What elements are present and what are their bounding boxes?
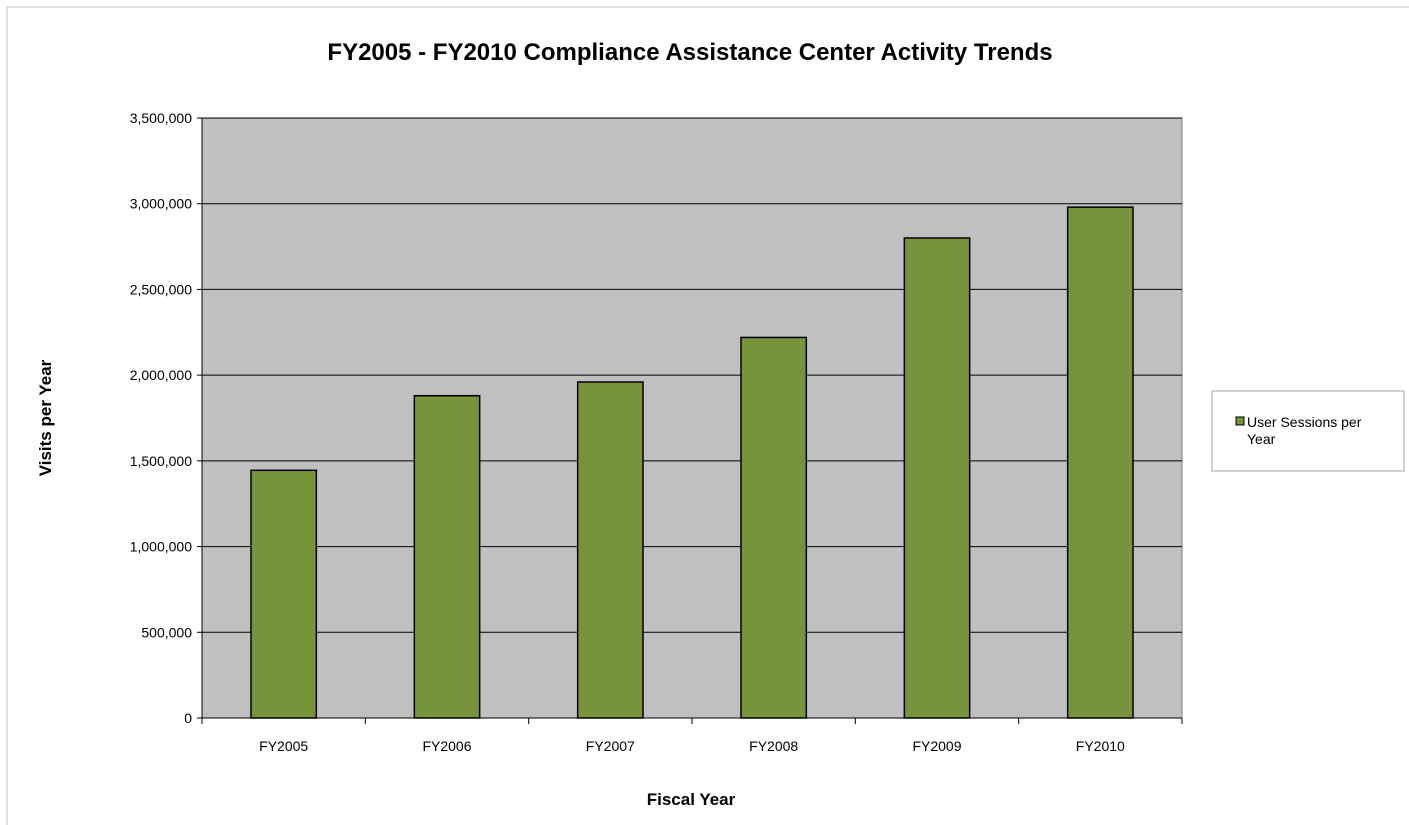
- legend-label-line-1: User Sessions per: [1247, 414, 1362, 430]
- x-tick-label: FY2007: [586, 738, 635, 754]
- bar: [903, 237, 971, 719]
- bar: [576, 381, 644, 719]
- y-tick-label: 3,500,000: [130, 110, 192, 126]
- legend-box: [1211, 390, 1405, 472]
- x-tick-label: FY2010: [1076, 738, 1125, 754]
- plot-background: [201, 117, 1183, 719]
- x-axis-title: Fiscal Year: [647, 790, 736, 809]
- bar: [1066, 206, 1134, 719]
- y-tick-label: 2,500,000: [130, 281, 192, 297]
- legend: User Sessions per Year: [1211, 390, 1405, 472]
- y-tick-label: 1,000,000: [130, 539, 192, 555]
- y-tick-label: 3,000,000: [130, 196, 192, 212]
- bar: [250, 469, 318, 719]
- x-tick-label: FY2005: [259, 738, 308, 754]
- chart-title: FY2005 - FY2010 Compliance Assistance Ce…: [327, 39, 1052, 66]
- plot-area: 0 500,000 1,000,000 1,500,000 2,000,000 2,500…: [130, 110, 1183, 754]
- y-tick-label: 0: [184, 710, 192, 726]
- x-tick-label: FY2006: [422, 738, 471, 754]
- y-tick-label: 2,000,000: [130, 367, 192, 383]
- y-tick-label: 1,500,000: [130, 453, 192, 469]
- y-axis-title: Visits per Year: [36, 359, 55, 476]
- x-tick-label: FY2008: [749, 738, 798, 754]
- bar: [740, 336, 808, 719]
- legend-label-line-2: Year: [1247, 431, 1276, 447]
- y-tick-label: 500,000: [141, 624, 192, 640]
- legend-swatch: [1235, 416, 1245, 426]
- x-tick-label: FY2009: [912, 738, 961, 754]
- bar: [413, 394, 481, 719]
